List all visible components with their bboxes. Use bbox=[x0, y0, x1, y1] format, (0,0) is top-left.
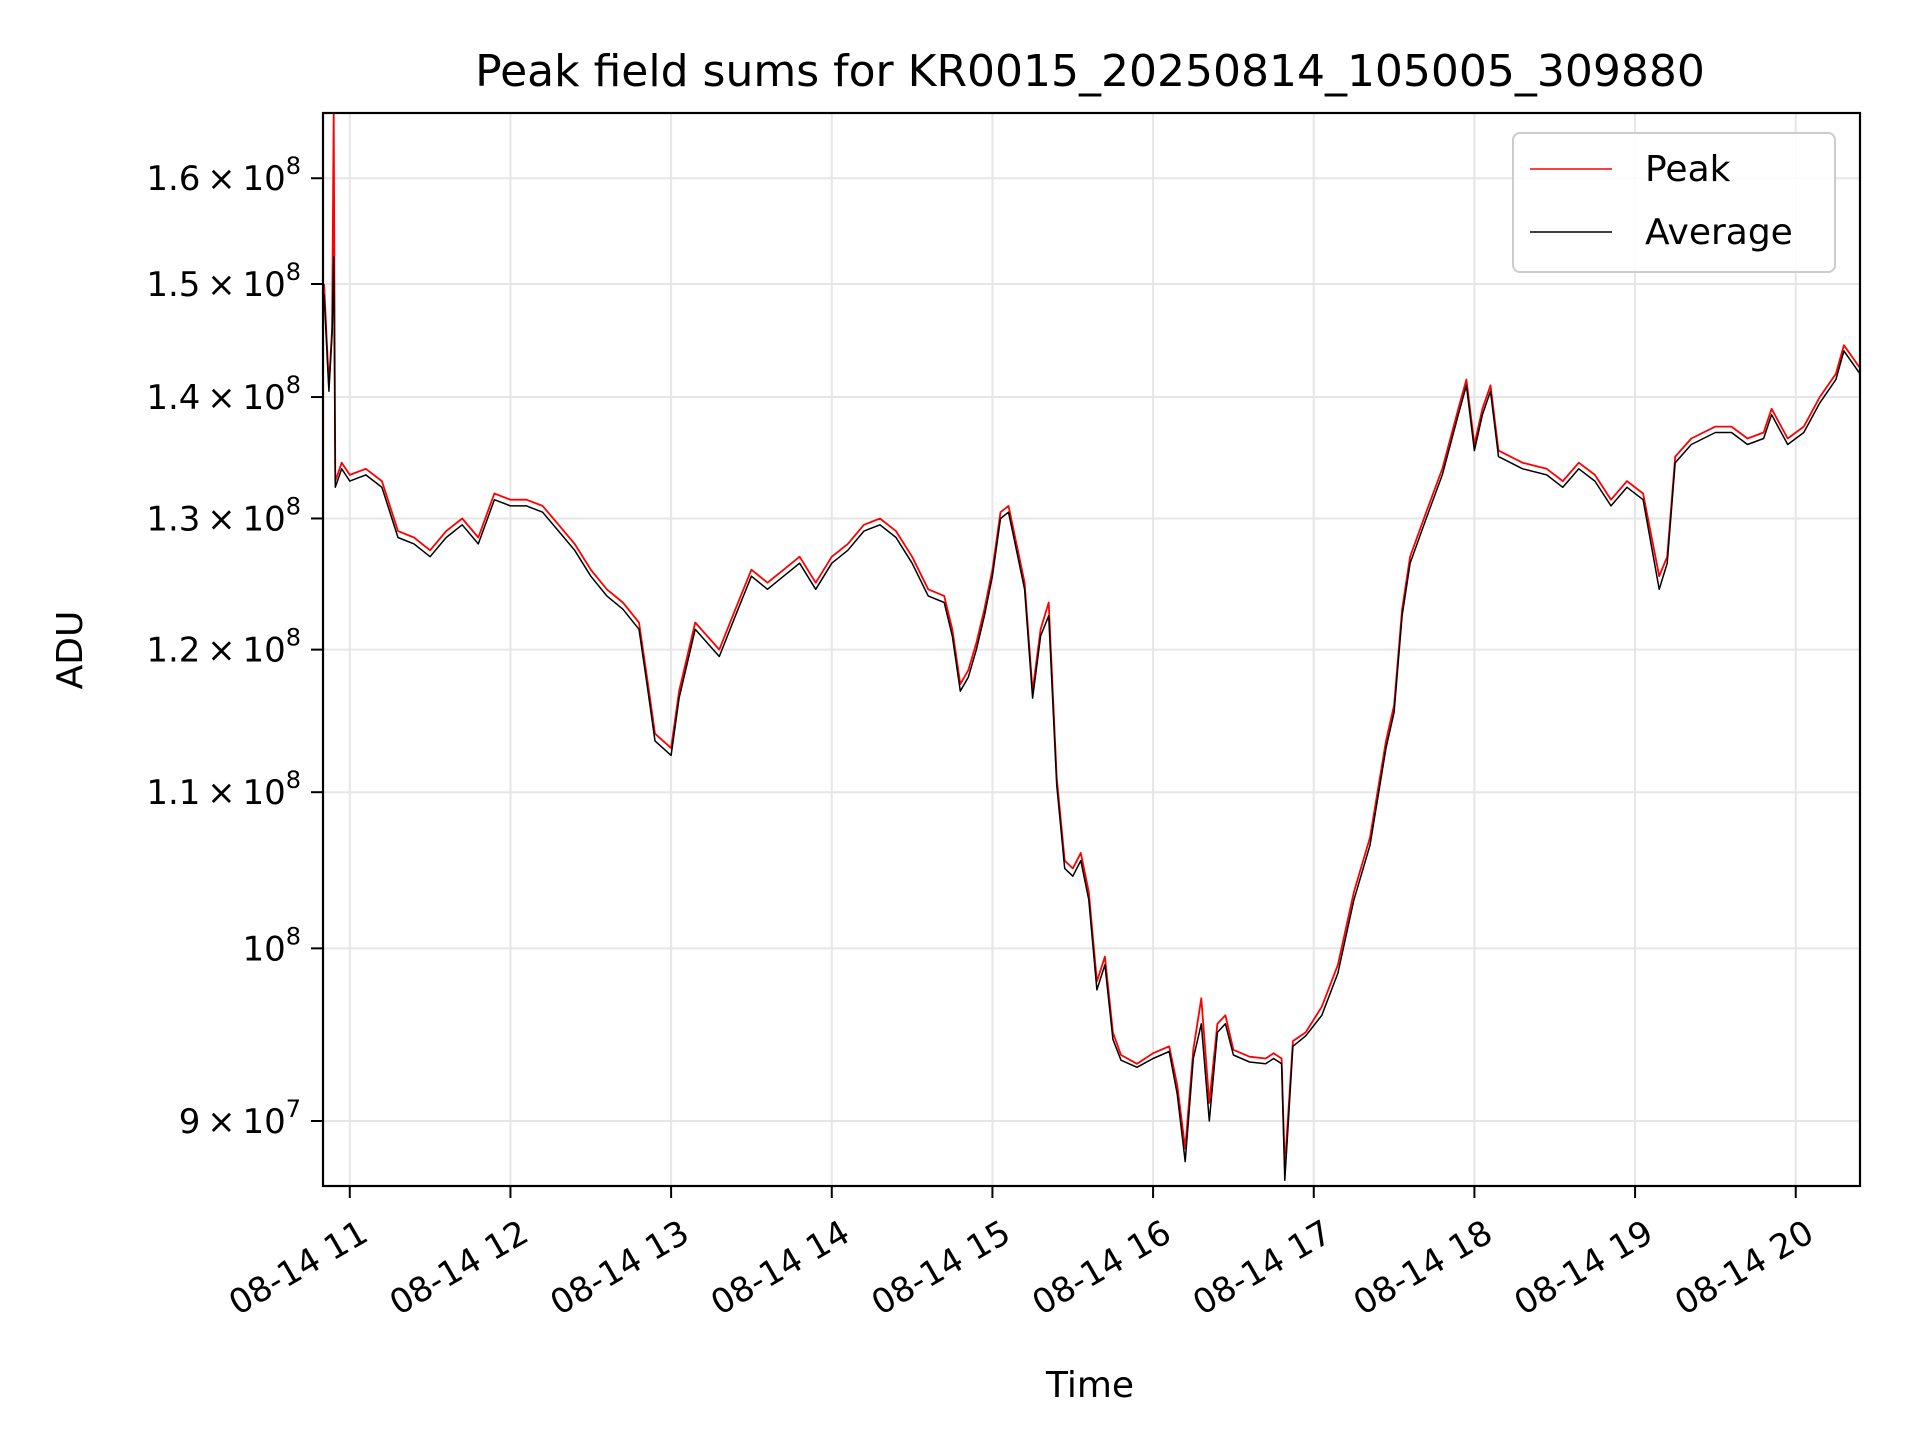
legend-box bbox=[1512, 132, 1836, 273]
y-tick-label: 9 × 107 bbox=[179, 1095, 301, 1142]
y-tick-label: 108 bbox=[242, 922, 301, 969]
y-axis: 9 × 107 108 1.1 × 108 1.2 × 108 1.3 × 108 1.4… bbox=[146, 152, 323, 1142]
legend: Peak Average bbox=[1512, 132, 1836, 273]
series-line-average bbox=[323, 256, 1860, 1182]
y-tick-label: 1.2 × 108 bbox=[146, 624, 301, 671]
chart-title: Peak field sums for KR0015_20250814_1050… bbox=[475, 46, 1705, 97]
y-tick-label: 1.4 × 108 bbox=[146, 371, 301, 418]
y-tick-label: 1.5 × 108 bbox=[146, 258, 301, 305]
series-line-peak bbox=[323, 113, 1860, 1169]
series-layer bbox=[323, 113, 1860, 1182]
x-axis-label: Time bbox=[1045, 1365, 1134, 1406]
y-tick-label: 1.1 × 108 bbox=[146, 766, 301, 813]
grid-lines bbox=[323, 113, 1860, 1186]
y-axis-label: ADU bbox=[50, 611, 91, 690]
y-tick-label: 1.6 × 108 bbox=[146, 152, 301, 199]
legend-label-peak: Peak bbox=[1645, 149, 1731, 190]
legend-label-average: Average bbox=[1645, 212, 1793, 253]
y-tick-label: 1.3 × 108 bbox=[146, 492, 301, 539]
